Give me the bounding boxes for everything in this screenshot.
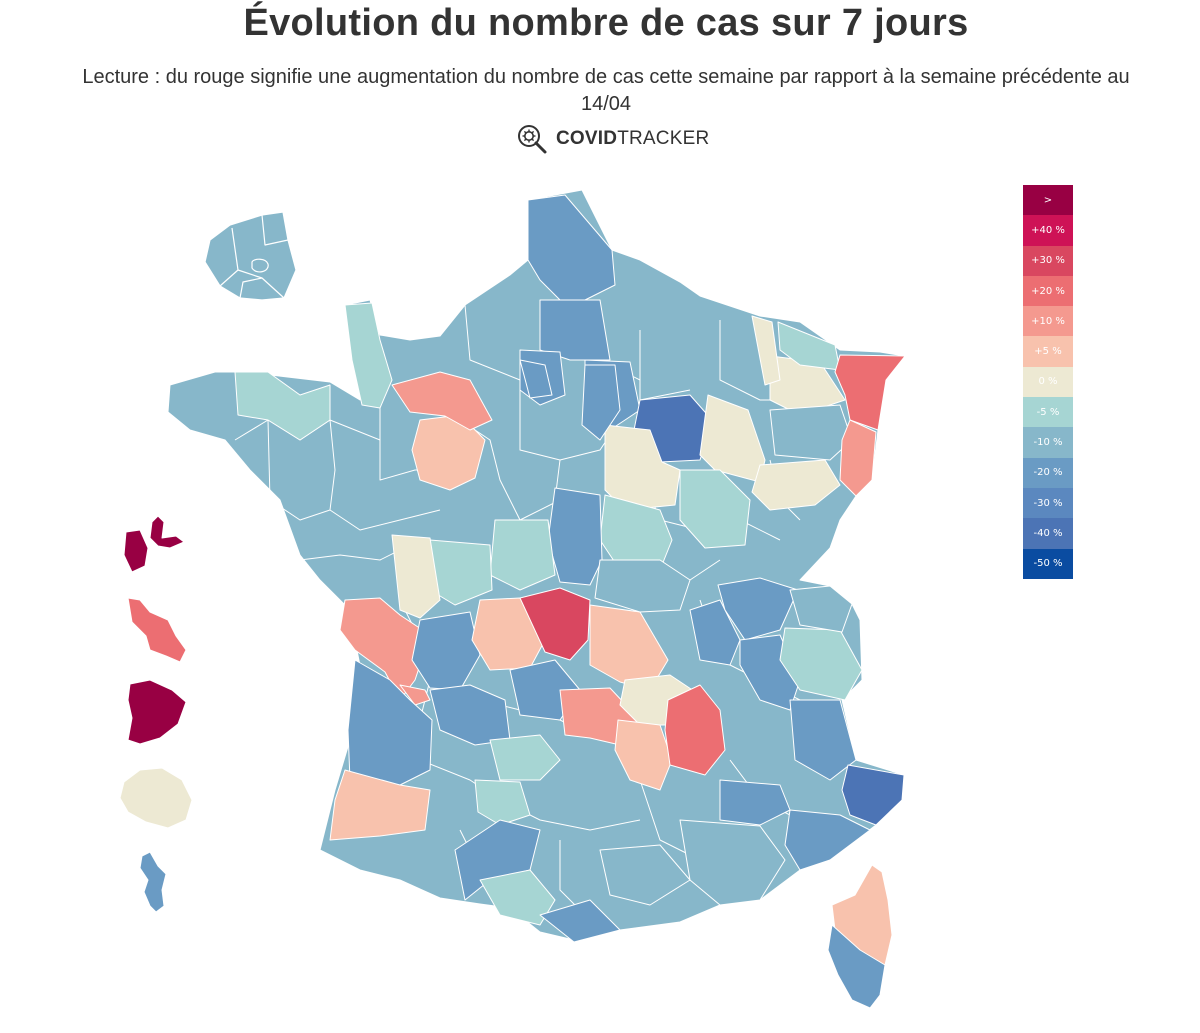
legend-item: -20 % — [1023, 457, 1073, 488]
guadeloupe — [123, 515, 185, 573]
dept-gironde-north-pale — [399, 684, 431, 706]
legend-item: +5 % — [1023, 336, 1073, 367]
dept-indre — [489, 519, 556, 591]
dept-haute-loire — [614, 719, 673, 791]
dept-gironde — [347, 659, 433, 786]
dept-alpes-maritimes — [841, 764, 905, 826]
dept-herault — [599, 844, 691, 906]
dept-somme — [539, 299, 611, 361]
dept-val-doise — [519, 359, 553, 399]
dept-haut-rhin — [839, 419, 877, 497]
dept-lot — [489, 734, 561, 781]
brand-name: COVIDTRACKER — [556, 128, 710, 149]
martinique — [127, 597, 187, 663]
dept-vosges — [769, 404, 853, 461]
dept-vienne-pale — [391, 534, 441, 619]
dept-corse-du-sud — [827, 924, 886, 1009]
dept-tarn-et-garonne — [474, 779, 531, 826]
dept-ain-dark — [717, 577, 799, 641]
dept-cote-d-or — [679, 469, 751, 549]
legend-item: +30 % — [1023, 245, 1073, 276]
virus-magnifier-icon — [518, 125, 547, 154]
dept-ardeche — [664, 684, 726, 776]
dept-vaucluse — [719, 779, 791, 826]
legend-item: +10 % — [1023, 306, 1073, 337]
legend-item: -5 % — [1023, 397, 1073, 428]
dept-landes — [329, 769, 431, 841]
legend-item: 0 % — [1023, 366, 1073, 398]
legend-item: -50 % — [1023, 548, 1073, 579]
dept-hautes-alpes — [789, 699, 857, 781]
dept-haute-savoie — [789, 585, 853, 633]
legend-item: +20 % — [1023, 275, 1073, 307]
dept-yonne — [604, 424, 681, 511]
dept-haute-saone — [751, 459, 841, 511]
color-legend: > +40 % +30 % +20 % +10 % +5 % 0 % -5 % … — [1023, 185, 1073, 579]
dept-cotes-darmor — [234, 371, 331, 441]
dept-moselle — [777, 321, 841, 371]
dept-manche — [344, 302, 393, 409]
legend-item: -10 % — [1023, 427, 1073, 458]
la-reunion — [119, 767, 193, 829]
dept-eure — [391, 371, 493, 431]
subtitle-line-2: 14/04 — [580, 93, 632, 115]
page-title: Évolution du nombre de cas sur 7 jours — [243, 2, 969, 44]
guyane — [127, 679, 187, 745]
dept-bas-rhin — [834, 354, 906, 431]
subtitle-line-1: Lecture : du rouge signifie une augmenta… — [82, 66, 1130, 88]
legend-item: -30 % — [1023, 487, 1073, 519]
dept-pyrenees-orientales — [539, 899, 621, 943]
dept-haute-vienne — [519, 587, 591, 661]
ile-de-france-inset — [204, 211, 297, 301]
mayotte — [139, 851, 167, 913]
dept-allier — [594, 559, 691, 613]
page-subtitle: Lecture : du rouge signifie une augmenta… — [10, 64, 1200, 118]
legend-item: +40 % — [1023, 215, 1073, 246]
legend-item: > — [1023, 185, 1073, 216]
legend-item: -40 % — [1023, 518, 1073, 549]
covidtracker-brand[interactable]: COVIDTRACKER — [516, 123, 709, 155]
dept-var — [784, 809, 871, 871]
dept-seine-et-marne — [581, 364, 621, 441]
dept-rhone — [689, 599, 741, 666]
dept-meuse — [751, 315, 781, 386]
